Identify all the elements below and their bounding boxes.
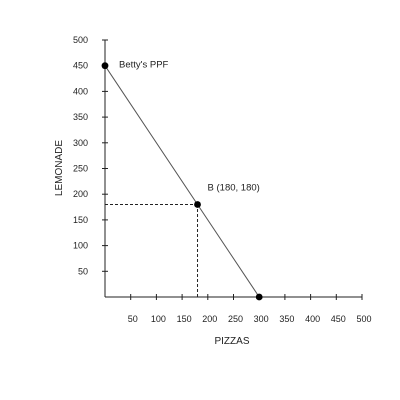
x-tick-label: 400 (305, 314, 320, 324)
x-tick-label: 50 (128, 314, 138, 324)
x-tick-label: 150 (177, 314, 192, 324)
x-tick-label: 200 (202, 314, 217, 324)
y-tick-label: 250 (73, 164, 88, 174)
y-axis-title: LEMONADE (54, 140, 65, 196)
y-tick-label: 500 (73, 35, 88, 45)
y-tick-label: 50 (78, 266, 88, 276)
data-point (101, 62, 109, 70)
ticks: 50 100 150 200 250 300 350 400 450 500 50 100 150 200… (73, 35, 372, 324)
data-point (194, 201, 201, 208)
guide-lines (105, 203, 199, 297)
y-tick-label: 100 (73, 241, 88, 251)
x-tick-label: 450 (331, 314, 346, 324)
labels: PIZZAS LEMONADE Betty's PPF B (180, 180) (54, 60, 260, 347)
y-tick-label: 450 (73, 61, 88, 71)
y-tick-label: 200 (73, 189, 88, 199)
x-axis-title: PIZZAS (214, 336, 249, 347)
ppf-line (104, 65, 260, 298)
ppf-annotation: Betty's PPF (119, 60, 169, 71)
y-tick-label: 400 (73, 86, 88, 96)
y-tick-label: 150 (73, 215, 88, 225)
x-tick-label: 500 (356, 314, 371, 324)
x-tick-label: 350 (279, 314, 294, 324)
y-tick-label: 300 (73, 138, 88, 148)
y-tick-label: 350 (73, 112, 88, 122)
x-tick-label: 300 (254, 314, 269, 324)
x-tick-label: 250 (228, 314, 243, 324)
series (104, 65, 260, 298)
points (101, 62, 263, 301)
point-b-annotation: B (180, 180) (208, 182, 260, 193)
x-tick-label: 100 (151, 314, 166, 324)
data-point (255, 293, 263, 301)
